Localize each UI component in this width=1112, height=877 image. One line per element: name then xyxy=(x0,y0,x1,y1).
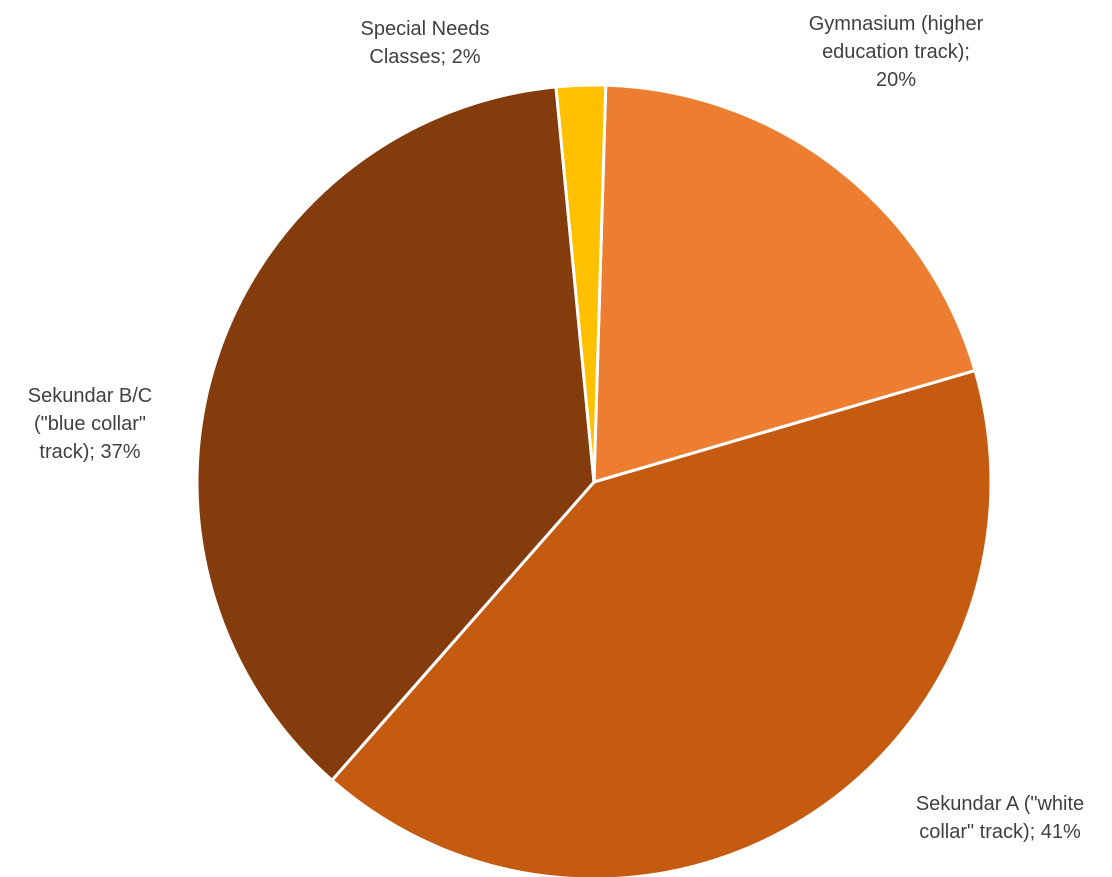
pie-slice-1 xyxy=(592,83,977,484)
data-label-1: Gymnasium (higher education track); 20% xyxy=(809,13,984,91)
data-label-line: Gymnasium (higher xyxy=(809,13,984,35)
data-label-line: ("blue collar" xyxy=(34,413,146,435)
data-label-2: Sekundar A ("white collar" track); 41% xyxy=(916,793,1084,843)
data-label-line: track); 37% xyxy=(39,441,140,463)
pie-slice-3 xyxy=(195,85,596,782)
data-label-line: Sekundar B/C xyxy=(28,385,153,407)
data-label-line: Special Needs xyxy=(361,18,490,40)
data-label-line: 20% xyxy=(876,69,916,91)
pie-slice-4 xyxy=(554,83,608,484)
data-label-line: collar" track); 41% xyxy=(919,821,1081,843)
data-label-line: Classes; 2% xyxy=(369,46,480,68)
data-label-line: Sekundar A ("white xyxy=(916,793,1084,815)
data-label-line: education track); xyxy=(822,41,970,63)
data-label-4: Special Needs Classes; 2% xyxy=(361,18,490,68)
data-label-3: Sekundar B/C ("blue collar" track); 37% xyxy=(28,385,153,463)
pie-data-labels: Gymnasium (higher education track); 20% Sek… xyxy=(28,13,1084,843)
pie-slices xyxy=(195,83,993,877)
pie-slice-2 xyxy=(330,369,993,877)
